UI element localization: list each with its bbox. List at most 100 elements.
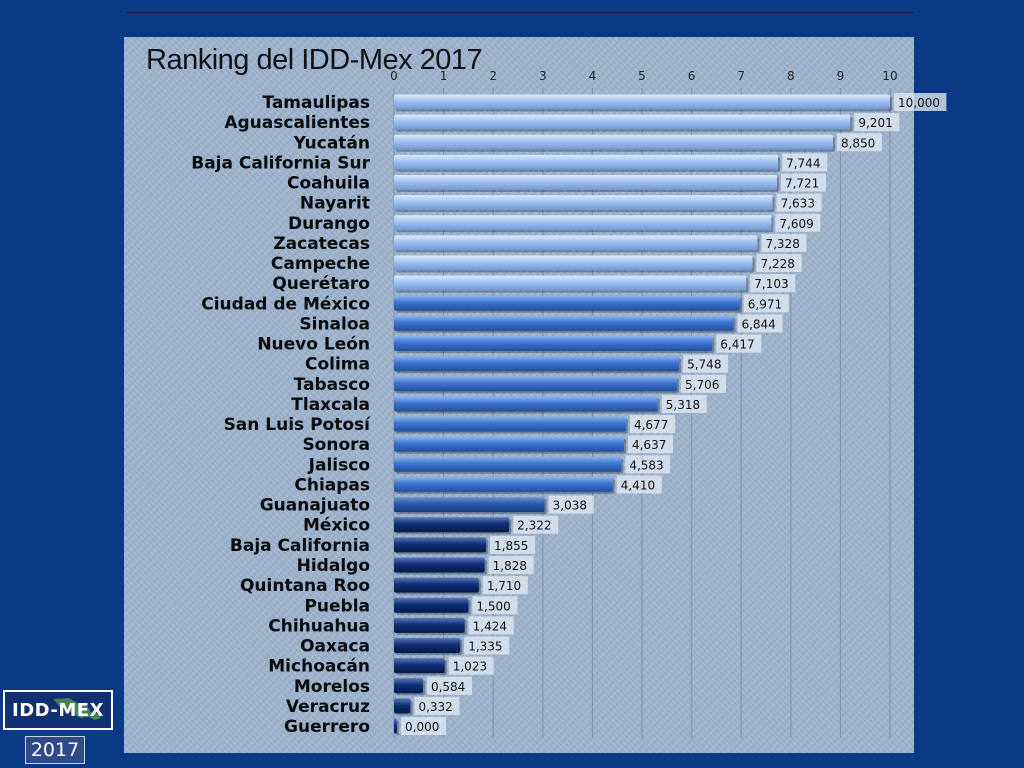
value-label-box <box>743 294 789 313</box>
category-label: Nuevo León <box>257 335 370 355</box>
value-label-box <box>782 153 828 172</box>
category-label: México <box>303 516 370 536</box>
value-label-box <box>464 636 510 655</box>
value-label: 5,748 <box>687 358 721 372</box>
value-label: 0,584 <box>431 680 465 694</box>
category-label: Colima <box>305 355 370 375</box>
value-label-box <box>780 173 826 192</box>
category-label: Michoacán <box>268 657 370 677</box>
bar <box>394 376 678 392</box>
bar <box>394 577 479 593</box>
value-label: 4,410 <box>621 478 655 492</box>
bar <box>394 255 753 271</box>
category-label: Tlaxcala <box>291 395 370 415</box>
value-label-box <box>629 415 675 434</box>
value-label: 4,637 <box>632 438 666 452</box>
bar <box>394 517 510 533</box>
category-label: Baja California Sur <box>191 153 370 173</box>
value-label: 7,328 <box>765 237 799 251</box>
value-label-box <box>401 717 446 736</box>
category-label: Puebla <box>304 596 370 616</box>
bar <box>394 356 680 372</box>
value-label-box <box>548 495 594 514</box>
value-label-box <box>627 435 673 454</box>
category-label: Chihuahua <box>268 616 370 636</box>
x-tick-label: 4 <box>589 69 597 83</box>
value-label-box <box>488 555 534 574</box>
bar <box>394 638 461 654</box>
value-label-box <box>414 696 460 715</box>
value-label-box <box>775 213 821 232</box>
category-label: Morelos <box>294 677 370 697</box>
x-tick-label: 0 <box>390 69 398 83</box>
value-label: 1,335 <box>468 640 502 654</box>
value-label-box <box>482 576 528 595</box>
value-label-box <box>776 193 822 212</box>
category-label: Ciudad de México <box>201 294 370 314</box>
value-label: 3,038 <box>553 499 587 513</box>
value-label: 7,633 <box>781 197 815 211</box>
value-label: 6,844 <box>741 317 775 331</box>
bar <box>394 295 740 311</box>
value-label-box <box>683 354 729 373</box>
bar <box>394 154 779 170</box>
bar <box>394 658 445 674</box>
value-label: 6,417 <box>720 338 754 352</box>
value-label-box <box>616 475 662 494</box>
category-label: Veracruz <box>286 697 370 717</box>
category-label: San Luis Potosí <box>224 415 372 435</box>
x-tick-label: 3 <box>539 69 547 83</box>
value-label: 1,828 <box>493 559 527 573</box>
value-label-box <box>625 455 671 474</box>
category-label: Sinaloa <box>299 314 370 334</box>
bar <box>394 718 397 734</box>
idd-mex-logo: IDD-MEX <box>3 690 113 730</box>
x-tick-label: 1 <box>440 69 448 83</box>
value-label: 1,855 <box>494 539 528 553</box>
x-tick-label: 5 <box>638 69 646 83</box>
mexico-map-icon <box>53 698 101 720</box>
bar <box>394 215 772 231</box>
value-label-box <box>513 515 559 534</box>
value-label-box <box>854 113 900 132</box>
value-label: 5,318 <box>666 398 700 412</box>
bar <box>394 497 545 513</box>
value-label: 7,228 <box>761 257 795 271</box>
category-label: Tamaulipas <box>262 93 370 113</box>
category-label: Oaxaca <box>300 637 370 657</box>
value-label: 0,332 <box>418 700 452 714</box>
bar <box>394 557 485 573</box>
value-label-box <box>448 656 494 675</box>
chart-title: Ranking del IDD-Mex 2017 <box>146 44 483 76</box>
badge-label: IDD-MEX <box>12 699 104 721</box>
category-label: Quintana Roo <box>240 576 370 596</box>
value-label-box <box>472 596 518 615</box>
x-tick-label: 10 <box>882 69 897 83</box>
category-label: Tabasco <box>294 375 370 395</box>
category-label: Jalisco <box>308 455 370 475</box>
value-label-box <box>737 314 783 333</box>
value-label: 10,000 <box>898 96 940 110</box>
x-tick-label: 8 <box>787 69 795 83</box>
category-label: Hidalgo <box>297 556 370 576</box>
value-label: 6,971 <box>748 297 782 311</box>
category-label: Querétaro <box>272 274 370 294</box>
value-label: 1,500 <box>476 599 510 613</box>
value-label: 7,103 <box>754 277 788 291</box>
value-label: 1,424 <box>473 619 507 633</box>
value-label-box <box>661 394 707 413</box>
category-label: Yucatán <box>293 133 370 153</box>
x-tick-label: 7 <box>737 69 745 83</box>
bar <box>394 195 773 211</box>
bar <box>394 336 713 352</box>
bar <box>394 456 622 472</box>
category-label: Aguascalientes <box>224 113 370 133</box>
category-label: Guerrero <box>284 717 370 737</box>
value-label: 8,850 <box>841 136 875 150</box>
value-label: 0,000 <box>405 720 439 734</box>
value-label-box <box>750 274 796 293</box>
bar <box>394 537 487 553</box>
value-label: 4,677 <box>634 418 668 432</box>
bar <box>394 698 411 714</box>
